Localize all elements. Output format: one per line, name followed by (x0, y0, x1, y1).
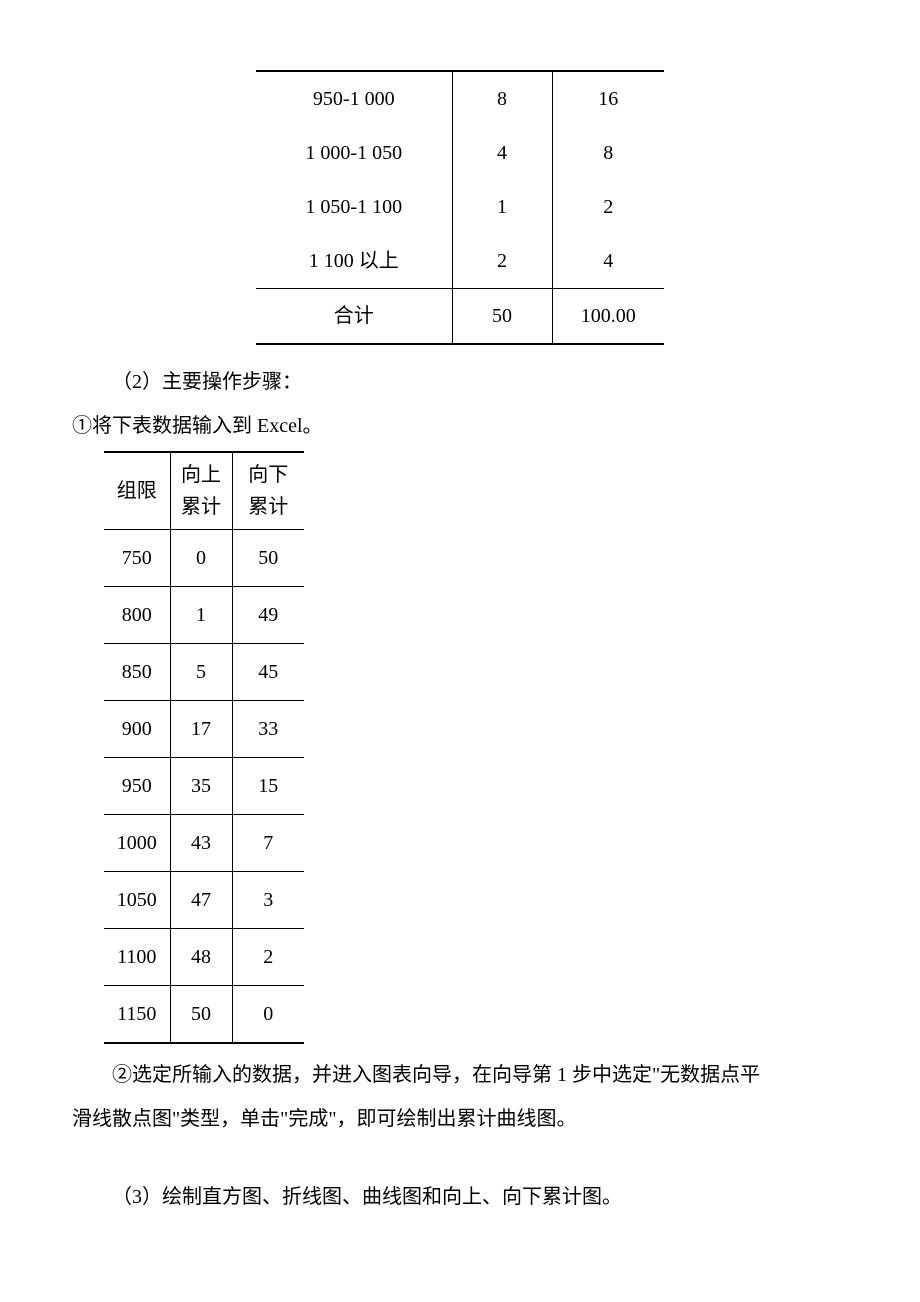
table-row: 850 5 45 (104, 644, 304, 701)
limit-cell: 900 (104, 701, 170, 758)
range-cell: 1 000-1 050 (256, 126, 452, 180)
count-cell: 2 (452, 234, 552, 289)
range-cell: 1 100 以上 (256, 234, 452, 289)
table-row: 900 17 33 (104, 701, 304, 758)
down-cell: 49 (232, 587, 304, 644)
total-pct: 100.00 (552, 289, 664, 345)
substep-2-line1: ②选定所输入的数据，并进入图表向导，在向导第 1 步中选定"无数据点平 (72, 1056, 848, 1094)
down-cell: 2 (232, 929, 304, 986)
table-row: 800 1 49 (104, 587, 304, 644)
table-row: 750 0 50 (104, 530, 304, 587)
total-count: 50 (452, 289, 552, 345)
header-up-line2: 累计 (181, 496, 221, 518)
up-cell: 48 (170, 929, 232, 986)
table-row: 1 000-1 050 4 8 (256, 126, 664, 180)
count-cell: 1 (452, 180, 552, 234)
count-cell: 8 (452, 71, 552, 126)
limit-cell: 750 (104, 530, 170, 587)
down-cell: 0 (232, 986, 304, 1044)
pct-cell: 16 (552, 71, 664, 126)
cumulative-table: 组限 向上 累计 向下 累计 750 0 50 800 1 49 (104, 451, 304, 1044)
header-up-line1: 向上 (181, 464, 221, 486)
limit-cell: 800 (104, 587, 170, 644)
table-row: 1000 43 7 (104, 815, 304, 872)
cumulative-table-body: 750 0 50 800 1 49 850 5 45 900 17 33 950 (104, 530, 304, 1044)
table-row: 1100 48 2 (104, 929, 304, 986)
table-row: 950 35 15 (104, 758, 304, 815)
header-down-line1: 向下 (248, 464, 288, 486)
pct-cell: 2 (552, 180, 664, 234)
up-cell: 43 (170, 815, 232, 872)
substep-2-line2: 滑线散点图"类型，单击"完成"，即可绘制出累计曲线图。 (72, 1100, 848, 1138)
substep-1: ①将下表数据输入到 Excel。 (72, 407, 848, 445)
limit-cell: 1150 (104, 986, 170, 1044)
table-row: 1 100 以上 2 4 (256, 234, 664, 289)
limit-cell: 1000 (104, 815, 170, 872)
header-down-line2: 累计 (248, 496, 288, 518)
up-cell: 47 (170, 872, 232, 929)
range-cell: 950-1 000 (256, 71, 452, 126)
up-cell: 17 (170, 701, 232, 758)
up-cell: 5 (170, 644, 232, 701)
down-cell: 45 (232, 644, 304, 701)
frequency-table-body: 950-1 000 8 16 1 000-1 050 4 8 1 050-1 1… (256, 71, 664, 344)
pct-cell: 8 (552, 126, 664, 180)
range-cell: 1 050-1 100 (256, 180, 452, 234)
table-row: 1 050-1 100 1 2 (256, 180, 664, 234)
down-cell: 33 (232, 701, 304, 758)
down-cell: 50 (232, 530, 304, 587)
step-3: （3）绘制直方图、折线图、曲线图和向上、向下累计图。 (72, 1178, 848, 1216)
table-row: 1050 47 3 (104, 872, 304, 929)
limit-cell: 1050 (104, 872, 170, 929)
table-header-row: 组限 向上 累计 向下 累计 (104, 452, 304, 530)
header-up: 向上 累计 (170, 452, 232, 530)
step-heading: （2）主要操作步骤： (72, 363, 848, 401)
limit-cell: 850 (104, 644, 170, 701)
pct-cell: 4 (552, 234, 664, 289)
total-label: 合计 (256, 289, 452, 345)
limit-cell: 950 (104, 758, 170, 815)
down-cell: 3 (232, 872, 304, 929)
header-down: 向下 累计 (232, 452, 304, 530)
up-cell: 35 (170, 758, 232, 815)
total-row: 合计 50 100.00 (256, 289, 664, 345)
header-limit: 组限 (104, 452, 170, 530)
count-cell: 4 (452, 126, 552, 180)
frequency-table: 950-1 000 8 16 1 000-1 050 4 8 1 050-1 1… (256, 70, 664, 345)
up-cell: 1 (170, 587, 232, 644)
up-cell: 0 (170, 530, 232, 587)
limit-cell: 1100 (104, 929, 170, 986)
up-cell: 50 (170, 986, 232, 1044)
table-row: 1150 50 0 (104, 986, 304, 1044)
down-cell: 15 (232, 758, 304, 815)
table-row: 950-1 000 8 16 (256, 71, 664, 126)
down-cell: 7 (232, 815, 304, 872)
